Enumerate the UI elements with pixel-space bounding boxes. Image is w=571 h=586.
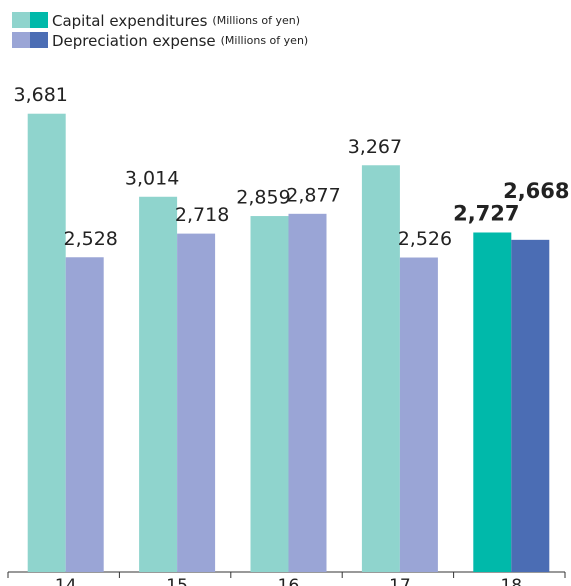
x-tick-label: 15 — [166, 576, 188, 586]
data-label: 2,877 — [286, 184, 340, 206]
data-label: 2,859 — [236, 187, 290, 209]
legend-swatch — [12, 32, 30, 48]
bar — [177, 233, 216, 572]
x-tick-label: 17 — [389, 576, 411, 586]
bar — [361, 165, 400, 573]
data-label: 2,526 — [398, 228, 452, 250]
bar — [511, 239, 550, 573]
x-tick-label: 16 — [278, 576, 300, 586]
data-label: 3,681 — [13, 84, 67, 106]
data-label: 2,727 — [453, 201, 519, 225]
data-label: 3,267 — [348, 136, 402, 158]
legend-unit: (Millions of yen) — [221, 34, 309, 47]
data-label: 2,668 — [503, 179, 569, 203]
bar — [399, 257, 438, 572]
legend-swatch — [30, 12, 48, 28]
x-tick-label: 18 — [500, 576, 522, 586]
legend-label: Capital expenditures (Millions of yen) — [52, 12, 300, 30]
bar — [65, 257, 104, 572]
bar — [27, 113, 66, 572]
data-label: 2,528 — [63, 228, 117, 250]
legend-swatch — [30, 32, 48, 48]
x-tick-label: 14 — [55, 576, 77, 586]
bar — [288, 213, 327, 572]
legend-label: Depreciation expense (Millions of yen) — [52, 32, 308, 50]
legend-unit: (Millions of yen) — [212, 14, 300, 27]
data-label: 3,014 — [125, 167, 179, 189]
bar — [139, 196, 178, 572]
legend-swatch — [12, 12, 30, 28]
bar — [473, 232, 512, 572]
data-label: 2,718 — [175, 204, 229, 226]
legend-name: Capital expenditures — [52, 12, 208, 30]
legend-name: Depreciation expense — [52, 32, 216, 50]
bar — [250, 216, 289, 572]
